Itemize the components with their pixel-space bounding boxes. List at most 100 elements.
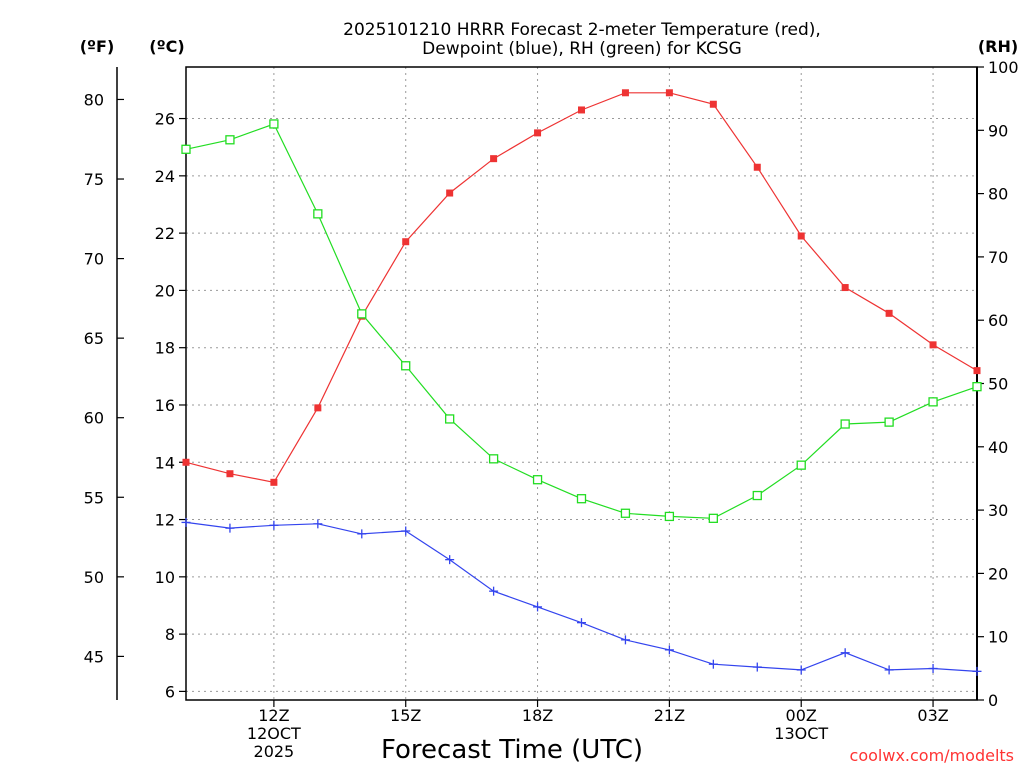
fahrenheit-tick-label: 75 [84, 170, 104, 189]
temperature-point [270, 478, 278, 486]
celsius-tick-label: 24 [155, 167, 175, 186]
rh-point [313, 209, 323, 219]
celsius-tick-label: 6 [165, 682, 175, 701]
dewpoint-point [313, 519, 323, 529]
dewpoint-point [664, 645, 674, 655]
dewpoint-point [928, 663, 938, 673]
rh-tick-label: 60 [988, 311, 1008, 330]
dewpoint-point [708, 659, 718, 669]
dewpoint-point [752, 662, 762, 672]
dewpoint-point [357, 529, 367, 539]
dewpoint-point [401, 526, 411, 536]
celsius-tick-label: 18 [155, 339, 175, 358]
rh-point [752, 490, 762, 501]
temperature-point [973, 367, 981, 375]
temperature-point [534, 129, 542, 137]
x-tick-label: 2025 [254, 742, 295, 761]
dewpoint-point [269, 520, 279, 530]
dewpoint-point [884, 665, 894, 675]
rh-unit-label: (RH) [978, 37, 1018, 56]
celsius-unit-label: (ºC) [149, 37, 184, 56]
dewpoint-line [185, 521, 978, 672]
rh-point [664, 511, 675, 522]
temperature-point [797, 232, 805, 240]
x-tick-label: 12OCT [247, 724, 301, 743]
rh-point [225, 135, 235, 145]
celsius-tick-label: 12 [155, 511, 175, 530]
plot-layer: 6 8 10 12 14 16 18 20 22 24 26 45 50 55 60 65 70 75 80 0 10 2… [84, 58, 1019, 761]
rh-point [488, 454, 499, 464]
chart-title-line-1: 2025101210 HRRR Forecast 2-meter Tempera… [343, 20, 821, 40]
x-axis-label: Forecast Time (UTC) [381, 735, 643, 765]
rh-point [620, 508, 631, 518]
rh-tick-label: 30 [988, 501, 1008, 520]
temperature-point [885, 309, 893, 317]
rh-tick-label: 20 [988, 564, 1008, 583]
celsius-tick-label: 26 [155, 110, 175, 129]
plot-frame [185, 66, 978, 701]
fahrenheit-unit-label: (ºF) [80, 37, 115, 56]
rh-tick-label: 10 [988, 628, 1008, 647]
dewpoint-point [445, 555, 455, 565]
x-tick-label: 15Z [390, 706, 421, 725]
credit-link[interactable]: coolwx.com/modelts [850, 746, 1014, 765]
temperature-point [929, 341, 937, 349]
rh-point [708, 513, 718, 523]
rh-tick-label: 40 [988, 438, 1008, 457]
rh-line [185, 123, 978, 519]
temperature-point [182, 458, 190, 466]
temperature-point [578, 106, 585, 114]
rh-point [840, 419, 850, 429]
x-tick-label: 13OCT [774, 724, 828, 743]
dewpoint-point [620, 635, 630, 645]
temperature-point [402, 238, 410, 246]
celsius-tick-label: 10 [155, 568, 175, 587]
rh-point [357, 309, 367, 319]
dewpoint-point [577, 618, 586, 628]
rh-tick-label: 80 [988, 185, 1008, 204]
temperature-point [314, 404, 322, 412]
x-tick-label: 03Z [917, 706, 948, 725]
fahrenheit-tick-label: 60 [84, 409, 104, 428]
fahrenheit-tick-label: 50 [84, 568, 104, 587]
chart-title-line-2: Dewpoint (blue), RH (green) for KCSG [422, 39, 742, 59]
dewpoint-point [225, 523, 235, 533]
dewpoint-point [533, 602, 543, 612]
temperature-point [490, 155, 498, 163]
celsius-tick-label: 22 [155, 224, 175, 243]
dewpoint-point [489, 586, 499, 596]
fahrenheit-tick-label: 55 [84, 488, 104, 507]
rh-point [884, 417, 894, 427]
fahrenheit-tick-label: 80 [84, 90, 104, 109]
dewpoint-point [840, 648, 850, 658]
celsius-tick-label: 8 [165, 625, 175, 644]
rh-tick-label: 100 [988, 58, 1019, 77]
temperature-point [621, 89, 629, 97]
temperature-point [226, 470, 234, 478]
rh-point [928, 397, 938, 407]
celsius-tick-label: 16 [155, 396, 175, 415]
x-tick-label: 18Z [522, 706, 553, 725]
rh-tick-label: 90 [988, 121, 1008, 140]
temperature-point [446, 189, 454, 197]
rh-point [269, 119, 279, 129]
rh-point [401, 361, 411, 371]
temperature-point [709, 100, 717, 108]
rh-point [796, 460, 806, 470]
rh-tick-label: 0 [988, 691, 998, 710]
fahrenheit-tick-label: 70 [84, 250, 104, 269]
rh-tick-label: 70 [988, 248, 1008, 267]
dewpoint-point [796, 665, 806, 675]
rh-tick-label: 50 [988, 375, 1008, 394]
rh-point [181, 144, 191, 154]
celsius-tick-label: 14 [155, 453, 175, 472]
dewpoint-point [972, 666, 982, 676]
dewpoint-point [181, 517, 191, 527]
temperature-point [753, 163, 761, 171]
temperature-point [665, 89, 673, 97]
rh-point [445, 414, 455, 424]
rh-point [972, 382, 982, 392]
fahrenheit-tick-label: 65 [84, 329, 104, 348]
x-tick-label: 12Z [258, 706, 289, 725]
